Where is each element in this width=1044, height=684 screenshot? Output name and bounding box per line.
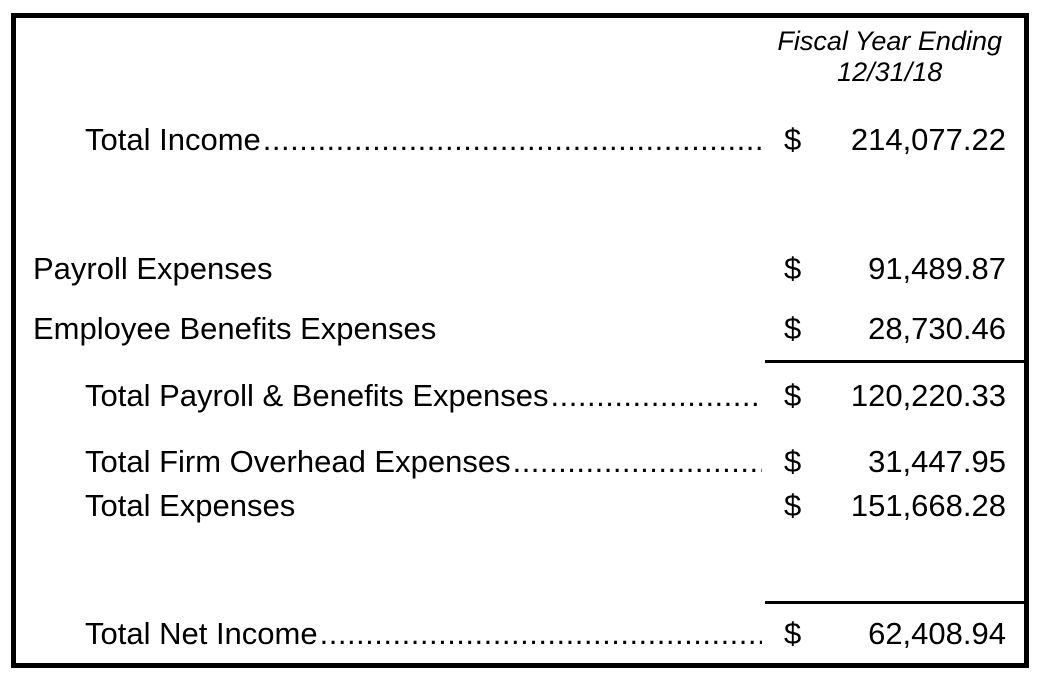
row-label: Total Net Income [85,616,318,651]
row-total-net-income: Total Net Income .......................… [16,616,1024,652]
dot-leader: ........................................… [319,616,762,651]
fiscal-period-date: 12/31/18 [837,57,943,87]
total-rule-net-income [765,601,1024,604]
amount-value: 28,730.46 [868,311,1006,346]
amount-value: 151,668.28 [850,488,1006,523]
currency-symbol: $ [784,251,802,286]
dot-leader: ........................................… [512,444,762,479]
amount-value: 120,220.33 [850,378,1006,413]
currency-symbol: $ [784,616,802,651]
amount-value: 91,489.87 [868,251,1006,286]
row-label: Total Payroll & Benefits Expenses [85,378,549,413]
row-label: Total Income [85,122,261,157]
row-label: Employee Benefits Expenses [33,311,437,346]
amount-value: 31,447.95 [868,444,1006,479]
currency-symbol: $ [784,311,802,346]
row-label: Total Firm Overhead Expenses [85,444,511,479]
row-payroll-expenses: Payroll Expenses $ 91,489.87 [16,251,1024,287]
row-total-firm-overhead-expenses: Total Firm Overhead Expenses ...........… [16,444,1024,480]
row-label: Payroll Expenses [33,251,273,286]
currency-symbol: $ [784,122,802,157]
amount-cell: $ 91,489.87 [784,251,1006,287]
currency-symbol: $ [784,378,802,413]
subtotal-rule-payroll-benefits [765,360,1024,363]
currency-symbol: $ [784,444,802,479]
row-label: Total Expenses [85,488,296,523]
dot-leader: ........................................… [550,378,762,413]
amount-cell: $ 214,077.22 [784,122,1006,158]
row-total-income: Total Income ...........................… [16,122,1024,158]
dot-leader: ........................................… [262,122,762,157]
amount-cell: $ 62,408.94 [784,616,1006,652]
amount-cell: $ 31,447.95 [784,444,1006,480]
statement-frame: Fiscal Year Ending 12/31/18 Total Income… [11,13,1029,668]
amount-value: 214,077.22 [850,122,1006,157]
amount-cell: $ 28,730.46 [784,311,1006,347]
fiscal-period-header: Fiscal Year Ending 12/31/18 [777,26,1002,88]
amount-cell: $ 120,220.33 [784,378,1006,414]
row-total-expenses: Total Expenses $ 151,668.28 [16,488,1024,524]
amount-value: 62,408.94 [868,616,1006,651]
fiscal-period-title: Fiscal Year Ending [777,26,1002,56]
currency-symbol: $ [784,488,802,523]
amount-cell: $ 151,668.28 [784,488,1006,524]
row-total-payroll-benefits-expenses: Total Payroll & Benefits Expenses ......… [16,378,1024,414]
row-employee-benefits-expenses: Employee Benefits Expenses $ 28,730.46 [16,311,1024,347]
